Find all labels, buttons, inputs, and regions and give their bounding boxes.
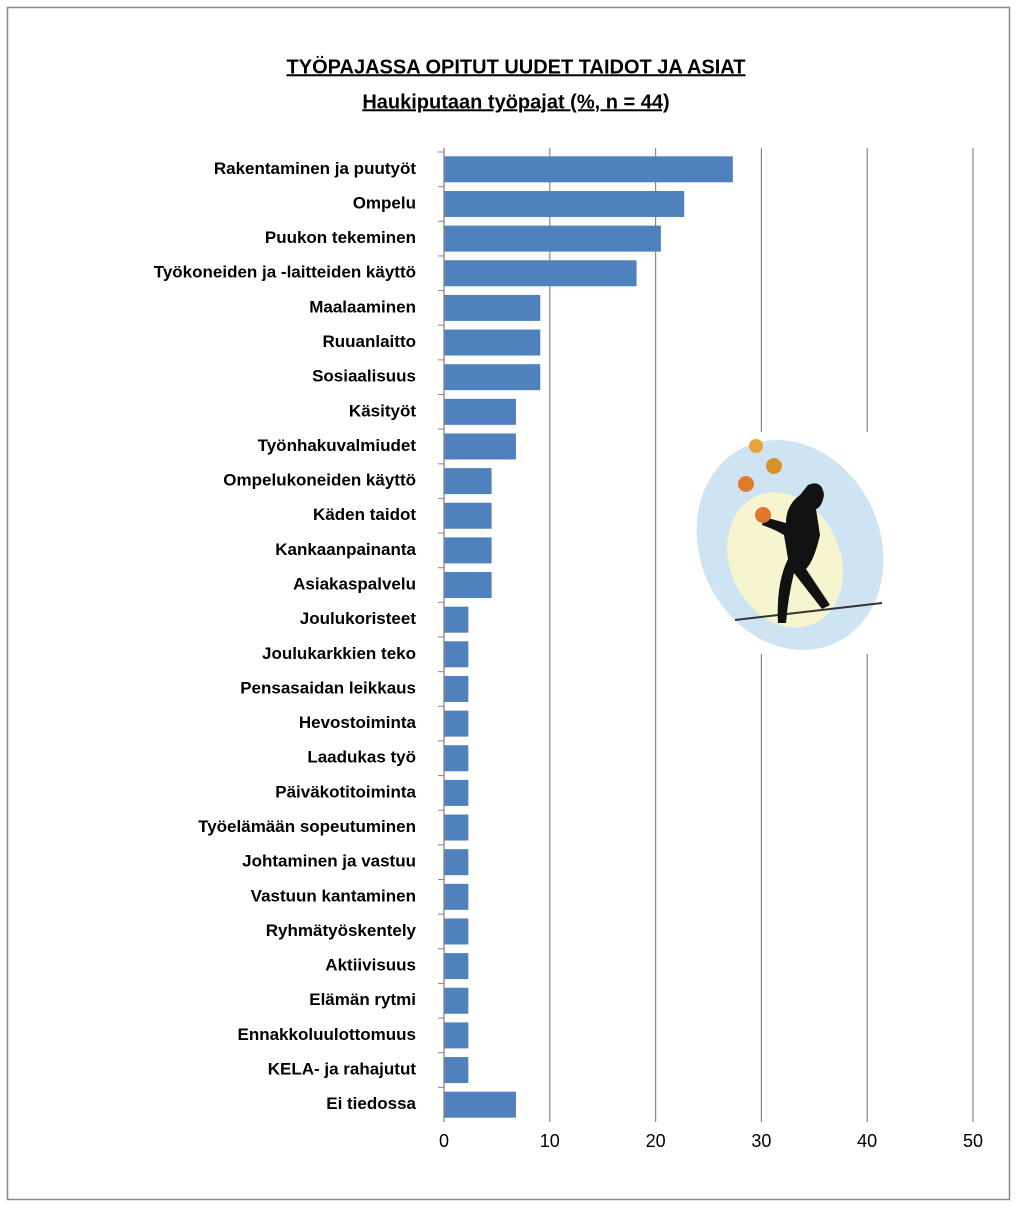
y-tick-label: Ompelukoneiden käyttö bbox=[223, 471, 416, 490]
x-tick-label: 40 bbox=[857, 1131, 877, 1151]
y-tick-label: Kankaanpainanta bbox=[275, 540, 416, 559]
bar bbox=[444, 156, 733, 183]
bar bbox=[444, 364, 541, 391]
x-tick-label: 20 bbox=[646, 1131, 666, 1151]
y-tick-label: Työkoneiden ja -laitteiden käyttö bbox=[154, 263, 416, 282]
y-tick-label: Maalaaminen bbox=[309, 297, 416, 316]
y-tick-label: Joulukarkkien teko bbox=[262, 644, 416, 663]
y-tick-label: Työelämään sopeutuminen bbox=[198, 817, 416, 836]
y-tick-label: Elämän rytmi bbox=[309, 990, 416, 1009]
bar bbox=[444, 260, 637, 287]
bar bbox=[444, 537, 492, 564]
y-tick-label: Ei tiedossa bbox=[326, 1094, 416, 1113]
bar bbox=[444, 1022, 469, 1049]
y-tick-label: Rakentaminen ja puutyöt bbox=[214, 159, 416, 178]
x-tick-label: 30 bbox=[751, 1131, 771, 1151]
y-tick-label: Laadukas työ bbox=[307, 748, 416, 767]
bars bbox=[444, 156, 733, 1118]
bar bbox=[444, 225, 661, 252]
bar bbox=[444, 675, 469, 702]
y-tick-label: Pensasaidan leikkaus bbox=[240, 678, 416, 697]
bar bbox=[444, 398, 516, 425]
clip-art bbox=[690, 432, 890, 654]
bar bbox=[444, 641, 469, 668]
bar bbox=[444, 606, 469, 633]
bar bbox=[444, 779, 469, 806]
y-tick-label: Puukon tekeminen bbox=[265, 228, 416, 247]
y-tick-label: Ruuanlaitto bbox=[323, 332, 417, 351]
bar bbox=[444, 710, 469, 737]
bar bbox=[444, 918, 469, 945]
y-tick-label: KELA- ja rahajutut bbox=[268, 1060, 417, 1079]
chart-subtitle: Haukiputaan työpajat (%, n = 44) bbox=[362, 91, 669, 113]
bar bbox=[444, 468, 492, 495]
y-tick-label: Aktiivisuus bbox=[325, 956, 416, 975]
bar bbox=[444, 745, 469, 772]
y-tick-label: Joulukoristeet bbox=[300, 609, 417, 628]
bar bbox=[444, 849, 469, 876]
bar bbox=[444, 502, 492, 529]
bar bbox=[444, 433, 516, 460]
y-tick-label: Käsityöt bbox=[349, 401, 416, 420]
y-tick-label: Ryhmätyöskentely bbox=[266, 921, 417, 940]
y-tick-label: Työnhakuvalmiudet bbox=[258, 436, 417, 455]
y-tick-label: Asiakaspalvelu bbox=[293, 575, 416, 594]
y-tick-label: Päiväkotitoiminta bbox=[275, 782, 416, 801]
bar bbox=[444, 294, 541, 321]
y-tick-label: Johtaminen ja vastuu bbox=[242, 852, 416, 871]
y-tick-label: Hevostoiminta bbox=[299, 713, 417, 732]
y-tick-label: Ompelu bbox=[353, 193, 416, 212]
bar bbox=[444, 190, 685, 217]
bar bbox=[444, 1057, 469, 1084]
y-tick-label: Ennakkoluulottomuus bbox=[238, 1025, 417, 1044]
bar bbox=[444, 883, 469, 910]
x-tick-label: 0 bbox=[439, 1131, 449, 1151]
bar bbox=[444, 987, 469, 1014]
x-tick-label: 50 bbox=[963, 1131, 983, 1151]
bar bbox=[444, 814, 469, 841]
chart-title: TYÖPAJASSA OPITUT UUDET TAIDOT JA ASIAT bbox=[287, 55, 746, 78]
y-tick-label: Vastuun kantaminen bbox=[251, 886, 416, 905]
bar bbox=[444, 1091, 516, 1118]
bar bbox=[444, 329, 541, 356]
y-tick-label: Sosiaalisuus bbox=[312, 367, 416, 386]
bar bbox=[444, 953, 469, 980]
x-tick-label: 10 bbox=[540, 1131, 560, 1151]
bar bbox=[444, 572, 492, 599]
axis: 0 10 20 30 40 50 Rakentaminen ja puutyöt Ompelu… bbox=[154, 148, 983, 1151]
y-tick-label: Käden taidot bbox=[313, 505, 416, 524]
